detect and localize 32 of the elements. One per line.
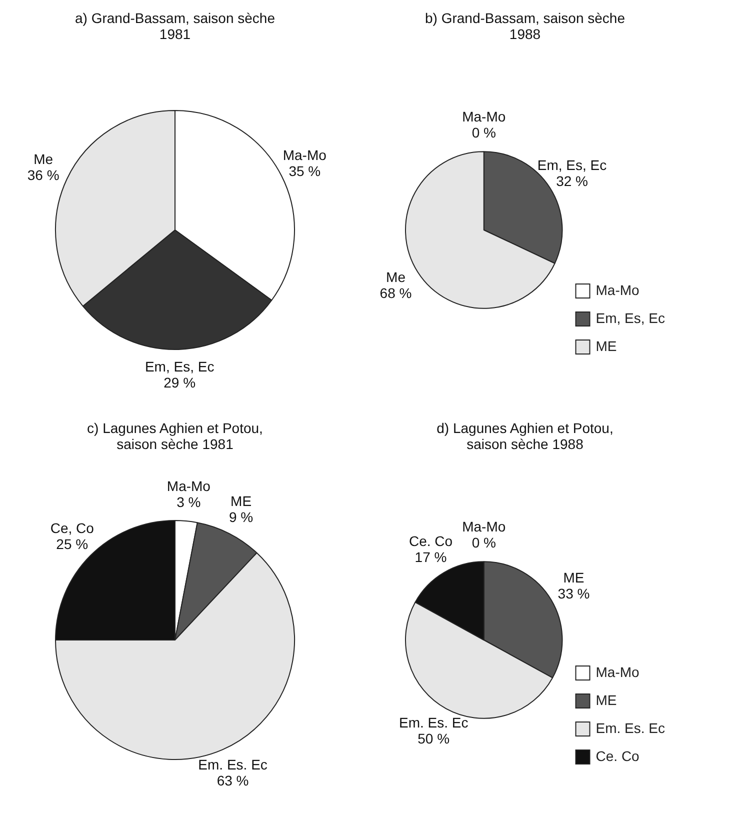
legend-label: ME: [596, 692, 617, 708]
data-label: 9 %: [228, 509, 254, 526]
data-label: Ce. Co 17 %: [408, 533, 453, 566]
data-label: 29 %: [164, 374, 196, 390]
text: Ma-Mo 0 %: [462, 518, 506, 550]
data-label: 25 %: [56, 536, 88, 552]
data-label: Em. Es. Ec 50 %: [398, 714, 468, 746]
legend-label: ME: [596, 338, 617, 354]
legend-label: Ma-Mo: [596, 664, 640, 680]
slice-label: Ma-Mo: [166, 478, 211, 494]
slice-label: Em, Es, Ec: [144, 358, 214, 374]
chart-title: a) Grand-Bassam, saison sèche 1981: [75, 10, 275, 44]
legend-label: Ce. Co: [596, 748, 640, 764]
chart-title: c) Lagunes Aghien et Potou, saison sèche 1981: [86, 420, 264, 454]
slice-label: Ma-Mo: [282, 146, 327, 163]
slice-label: Me: [34, 150, 54, 167]
chart-title: b) Grand-Bassam, saison sèche 1988: [425, 10, 625, 44]
legend-label: Em, Es, Ec: [596, 310, 665, 326]
data-label: Em, Es, Ec 32 %: [537, 156, 607, 189]
data-label: Me 68 %: [380, 268, 412, 301]
legend-label: Em. Es. Ec: [596, 720, 665, 736]
data-label: 3 %: [176, 494, 201, 510]
data-label: 63 %: [216, 772, 249, 788]
text: Ma-Mo 0 %: [462, 108, 506, 140]
legend-label: Ma-Mo: [596, 282, 640, 298]
data-label: 36 %: [27, 166, 60, 183]
data-label: ME 33 %: [558, 570, 590, 602]
chart-title: d) Lagunes Aghien et Potou, saison sèche 1988: [436, 420, 614, 454]
slice-label: Em. Es. Ec: [198, 756, 268, 772]
slice-label: ME: [230, 493, 252, 510]
data-label: 35 %: [288, 162, 321, 179]
slice-label: Ce, Co: [50, 520, 94, 536]
